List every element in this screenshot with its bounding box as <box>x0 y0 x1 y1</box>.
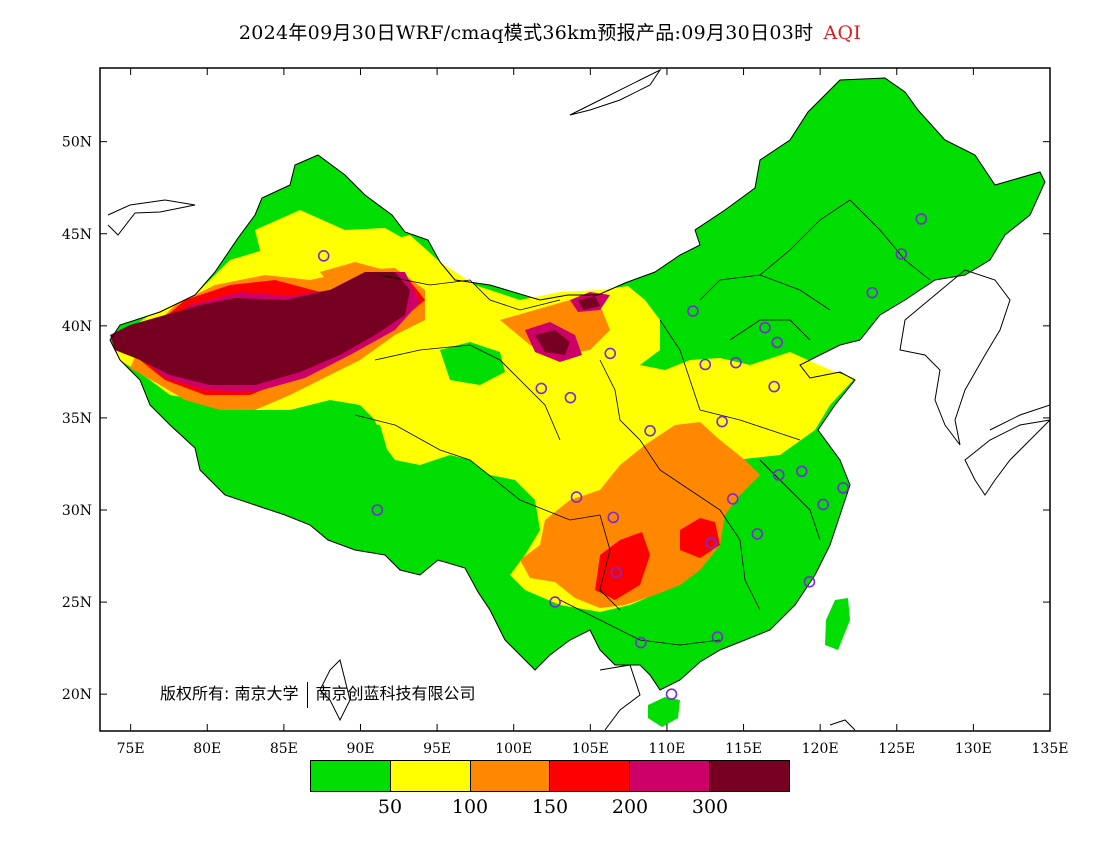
legend-swatch <box>629 761 710 791</box>
station-marker <box>699 358 712 371</box>
station-marker <box>564 391 577 404</box>
station-marker <box>549 596 561 608</box>
station-marker <box>795 465 808 478</box>
lat-tick-label: 20N <box>62 687 92 703</box>
station-marker <box>610 566 623 579</box>
station-marker <box>604 347 617 360</box>
lon-tick-label: 80E <box>193 741 221 757</box>
station-marker <box>759 321 771 334</box>
copyright-prefix: 版权所有: <box>160 684 230 703</box>
lon-tick-label: 105E <box>572 741 609 757</box>
province-boundaries <box>354 199 931 646</box>
title-main: 2024年09月30日WRF/cmaq模式36km预报产品:09月30日03时 <box>238 22 814 44</box>
taiwan-island <box>825 598 850 650</box>
legend-swatch <box>311 761 390 791</box>
station-marker <box>665 688 678 700</box>
lon-tick-label: 125E <box>878 741 915 757</box>
station-marker <box>644 425 656 437</box>
aqi-zone-hazardous-taklamakan <box>110 272 410 385</box>
lon-tick-label: 120E <box>802 741 839 757</box>
station-marker <box>317 250 330 262</box>
station-marker <box>895 248 908 260</box>
lon-tick-label: 115E <box>725 741 762 757</box>
station-marker <box>607 511 620 524</box>
station-marker <box>771 336 784 349</box>
copyright-separator <box>306 681 308 708</box>
station-marker <box>768 380 780 393</box>
copyright-org-company: 南京创蓝科技有限公司 <box>315 684 476 703</box>
lat-tick-label: 45N <box>62 227 92 243</box>
map-title: 2024年09月30日WRF/cmaq模式36km预报产品:09月30日03时 A… <box>0 18 1100 45</box>
station-marker <box>837 482 849 494</box>
station-marker <box>635 636 647 649</box>
aqi-zone-hazardous-north <box>578 296 600 310</box>
station-marker <box>803 576 816 588</box>
aqi-field <box>107 68 1050 731</box>
hainan-island <box>648 697 680 727</box>
station-marker <box>751 528 764 540</box>
station-marker <box>817 498 830 511</box>
aqi-zone-hazardous-gobi <box>535 330 570 355</box>
lon-tick-label: 135E <box>1032 741 1069 757</box>
legend-swatch <box>709 761 789 791</box>
aqi-zone-sensitive-central <box>520 422 760 608</box>
map-frame <box>99 67 1051 732</box>
legend-swatch <box>469 761 550 791</box>
aqi-zone-moderate-east <box>690 395 815 450</box>
station-marker <box>535 382 548 395</box>
station-marker <box>730 356 742 369</box>
station-marker <box>727 493 739 505</box>
lon-tick-label: 90E <box>346 741 374 757</box>
aqi-zone-good-tibet <box>200 410 530 565</box>
lat-tick-label: 25N <box>62 595 92 611</box>
lon-tick-label: 75E <box>117 741 145 757</box>
station-marker <box>705 537 718 549</box>
station-marker <box>570 491 583 503</box>
aqi-legend-bar <box>310 760 790 792</box>
lat-tick-label: 50N <box>62 135 92 151</box>
copyright-notice: 版权所有: 南京大学 南京创蓝科技有限公司 <box>160 680 476 708</box>
legend-label: 200 <box>611 796 649 818</box>
station-marker <box>866 286 879 299</box>
legend-label: 50 <box>377 796 403 818</box>
legend-label: 100 <box>451 796 489 818</box>
lon-tick-label: 130E <box>955 741 992 757</box>
lat-tick-label: 35N <box>62 411 92 427</box>
legend-label: 300 <box>691 796 729 818</box>
china-outline <box>109 77 1046 691</box>
lon-tick-label: 100E <box>495 741 532 757</box>
aqi-zone-moderate-north <box>255 210 410 268</box>
longitude-axis: 75E 80E 85E 90E 95E 100E 105E 110E 115E 120E 125E 1… <box>117 68 1069 757</box>
aqi-zone-unhealthy-guizhou <box>595 532 650 600</box>
station-marker <box>371 504 384 516</box>
aqi-zone-good-qinghai <box>440 342 505 385</box>
lon-tick-label: 95E <box>423 741 451 757</box>
station-markers <box>317 213 928 700</box>
station-marker <box>716 415 728 428</box>
title-variable: AQI <box>823 22 862 44</box>
station-marker <box>687 305 699 317</box>
latitude-axis: 50N 45N 40N 35N 30N 25N 20N <box>62 135 1050 703</box>
coastlines <box>107 68 1050 731</box>
station-marker <box>772 469 785 481</box>
copyright-org-nju: 南京大学 <box>234 684 299 703</box>
lon-tick-label: 85E <box>270 741 298 757</box>
station-marker <box>915 213 928 225</box>
legend-label: 150 <box>531 796 569 818</box>
lon-tick-label: 110E <box>648 741 685 757</box>
lat-tick-label: 30N <box>62 503 92 519</box>
legend-swatch <box>389 761 470 791</box>
station-marker <box>711 631 724 643</box>
lat-tick-label: 40N <box>62 319 92 335</box>
legend-swatch <box>549 761 630 791</box>
